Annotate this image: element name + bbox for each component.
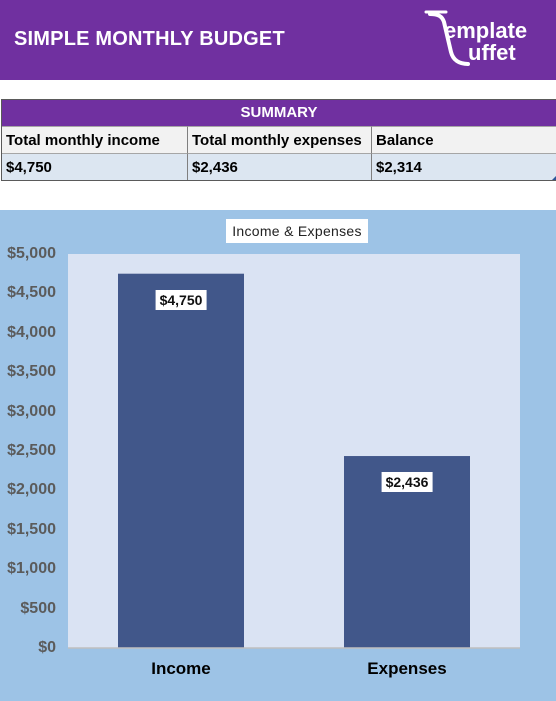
chart-title: Income & Expenses [226, 219, 368, 243]
chart-canvas [68, 254, 520, 649]
y-tick-label: $2,000 [7, 481, 56, 499]
header-cell-expenses[interactable]: Total monthly expenses [188, 126, 372, 153]
value-cell-income[interactable]: $4,750 [2, 153, 188, 180]
bar-income[interactable] [118, 273, 244, 648]
template-buffet-logo: emplate uffet [424, 10, 527, 66]
x-category-label: Expenses [367, 659, 447, 678]
x-category-label: Income [151, 659, 211, 678]
logo-text-bottom: uffet [468, 40, 516, 65]
header-cell-balance[interactable]: Balance [372, 126, 556, 153]
y-tick-label: $3,500 [7, 363, 56, 381]
y-tick-label: $0 [38, 639, 56, 656]
income-expenses-chart[interactable]: Income & Expenses $0 $500 $1,000 $1,500 $2,0… [0, 210, 556, 701]
y-tick-label: $4,500 [7, 284, 56, 302]
value-cell-expenses[interactable]: $2,436 [188, 153, 372, 180]
cell-fill-handle[interactable] [552, 176, 556, 180]
data-label: $4,750 [155, 289, 207, 310]
page-title: SIMPLE MONTHLY BUDGET [14, 28, 285, 50]
y-tick-label: $1,000 [7, 560, 56, 578]
y-tick-label: $500 [20, 599, 56, 617]
y-tick-label: $3,000 [7, 402, 56, 420]
value-cell-balance[interactable]: $2,314 [372, 153, 556, 180]
summary-title: SUMMARY [2, 100, 556, 126]
logo-text-top: emplate [444, 18, 527, 43]
y-tick-label: $5,000 [7, 245, 56, 262]
header-cell-income[interactable]: Total monthly income [2, 126, 188, 153]
y-tick-label: $1,500 [7, 520, 56, 538]
header-banner: SIMPLE MONTHLY BUDGET emplate uffet [0, 0, 556, 80]
data-label: $2,436 [381, 472, 433, 493]
summary-values-row: $4,750 $2,436 $2,314 [2, 153, 556, 180]
summary-table: SUMMARY Total monthly income Total month… [1, 99, 556, 181]
summary-header-row: Total monthly income Total monthly expen… [2, 126, 556, 153]
y-tick-label: $2,500 [7, 442, 56, 459]
y-tick-label: $4,000 [7, 323, 56, 341]
